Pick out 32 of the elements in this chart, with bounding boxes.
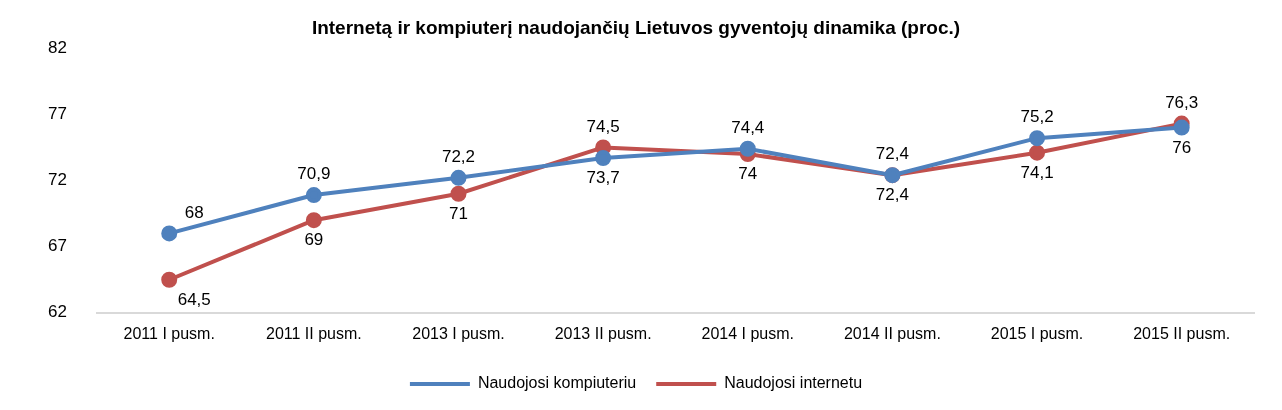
- x-tick-label: 2011 I pusm.: [123, 324, 215, 342]
- data-label: 72,2: [441, 147, 476, 167]
- data-label: 76: [1172, 137, 1192, 157]
- x-tick-label: 2011 II pusm.: [265, 324, 362, 342]
- y-tick-label: 67: [47, 236, 67, 256]
- y-tick-label: 82: [47, 37, 67, 57]
- data-label: 73,7: [586, 168, 620, 188]
- data-label: 69: [304, 230, 324, 250]
- x-tick-label: 2014 I pusm.: [701, 324, 795, 342]
- data-label: 72,4: [875, 144, 909, 164]
- x-tick-label: 2015 I pusm.: [990, 324, 1084, 342]
- data-label: 70,9: [297, 164, 331, 184]
- y-tick-label: 62: [47, 302, 67, 322]
- data-label: 64,5: [177, 289, 211, 309]
- legend-label: Naudojosi internetu: [724, 374, 863, 392]
- data-label: 74,1: [1020, 162, 1054, 182]
- x-tick-label: 2013 I pusm.: [412, 324, 505, 342]
- data-label: 72,4: [875, 185, 909, 205]
- data-label: 71: [449, 203, 468, 223]
- chart-title: Internetą ir kompiuterį naudojančių Lietuvos gyventojų dinamika (proc.): [311, 17, 961, 39]
- data-label: 74,5: [586, 116, 620, 136]
- data-label: 74: [738, 164, 758, 184]
- data-label: 74,4: [731, 117, 765, 137]
- x-tick-label: 2014 II pusm.: [843, 324, 941, 342]
- data-label: 68: [184, 202, 204, 222]
- data-label: 76,3: [1165, 92, 1199, 112]
- y-tick-label: 72: [47, 170, 67, 190]
- legend-label: Naudojosi kompiuteriu: [477, 374, 637, 392]
- data-label: 75,2: [1020, 107, 1054, 127]
- x-tick-label: 2015 II pusm.: [1133, 324, 1231, 342]
- y-tick-label: 77: [47, 104, 67, 124]
- x-tick-label: 2013 II pusm.: [554, 324, 652, 342]
